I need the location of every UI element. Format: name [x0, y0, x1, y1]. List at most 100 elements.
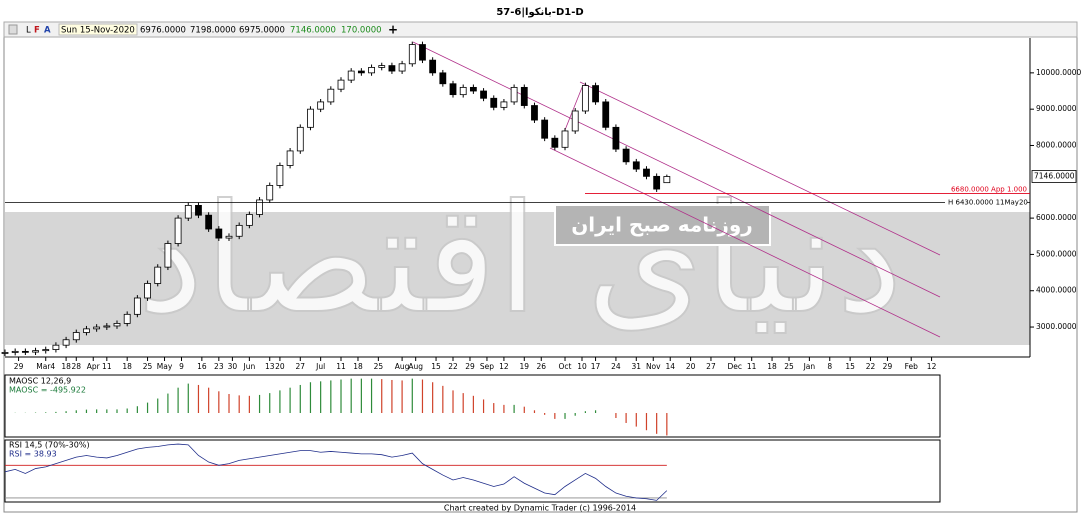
level-label: H 6430.0000 11May20 — [948, 198, 1028, 206]
x-tick-label: 11 — [102, 362, 112, 371]
x-tick-label: Oct — [559, 362, 572, 371]
y-tick-label: 5000.0000 — [1036, 249, 1077, 258]
footer: Chart created by Dynamic Trader (c) 1996… — [444, 504, 636, 513]
candle-body — [215, 228, 223, 239]
toolbar-button[interactable]: F — [34, 26, 40, 36]
candle-body — [205, 214, 213, 230]
candle-body — [184, 204, 192, 219]
x-tick-label: Mar4 — [36, 362, 55, 371]
toolbar — [3, 21, 1078, 38]
candle-body — [347, 70, 355, 81]
toolbar-field: 170.0000 — [341, 26, 382, 36]
x-tick-label: Sep — [480, 362, 494, 371]
x-tick-label: 27 — [296, 362, 306, 371]
candle-body — [592, 85, 599, 103]
channel-line — [579, 81, 941, 256]
x-tick-label: 11 — [747, 362, 757, 371]
x-tick-label: 26 — [536, 362, 546, 371]
x-tick-label: 25 — [784, 362, 794, 371]
candle-body — [62, 339, 70, 346]
toolbar-button[interactable]: A — [44, 26, 51, 36]
x-tick-label: Aug — [395, 362, 410, 371]
add-button[interactable]: + — [388, 23, 398, 37]
x-tick-label: 20 — [275, 362, 285, 371]
candle-body — [133, 297, 141, 315]
candle-body — [11, 350, 19, 353]
candle-body — [602, 101, 610, 128]
candle-body — [378, 65, 386, 68]
channel-line — [564, 84, 584, 131]
x-tick-label: 11 — [336, 362, 346, 371]
toolbar-date: Sun 15-Nov-2020 — [61, 26, 135, 36]
candle-body — [164, 243, 172, 268]
y-tick-label: 8000.0000 — [1036, 140, 1077, 149]
candle-body — [83, 328, 90, 333]
x-tick-label: Dec — [727, 362, 742, 371]
candle-body — [195, 204, 202, 216]
candle-body — [541, 119, 549, 139]
x-tick-label: 14 — [665, 362, 675, 371]
candle-body — [622, 148, 630, 163]
x-tick-label: 16 — [197, 362, 207, 371]
x-tick-label: 18 — [353, 362, 363, 371]
candle-body — [368, 67, 375, 74]
candle-body — [42, 349, 50, 352]
candle-body — [561, 130, 569, 148]
x-tick-label: Apr — [87, 362, 101, 371]
x-tick-label: Aug — [408, 362, 423, 371]
x-tick-label: 25 — [374, 362, 384, 371]
x-tick-label: 29 — [465, 362, 475, 371]
toolbar-button[interactable]: L — [26, 26, 31, 36]
channel-line — [412, 41, 941, 298]
candle-body — [307, 108, 314, 128]
indicator-title: MAOSC 12,26,9 — [9, 377, 71, 386]
x-tick-label: 30 — [228, 362, 238, 371]
x-tick-label: 28 — [72, 362, 82, 371]
x-tick-label: 27 — [706, 362, 716, 371]
y-tick-label: 3000.0000 — [1036, 322, 1077, 331]
window-title: 57-6|بانکوا-D1-D — [496, 7, 583, 18]
candle-body — [174, 217, 182, 244]
toolbar-icon[interactable] — [8, 24, 18, 35]
candle-body — [388, 65, 396, 72]
candle-body — [551, 137, 559, 148]
indicator-readout: MAOSC = -495.922 — [9, 386, 86, 395]
candle-body — [256, 199, 263, 215]
candle-body — [510, 86, 518, 103]
y-tick-label: 10000.0000 — [1036, 68, 1081, 77]
candle-body — [520, 86, 528, 106]
toolbar-field: 6975.0000 — [239, 26, 285, 36]
x-tick-label: 17 — [591, 362, 601, 371]
candle-body — [337, 79, 345, 90]
indicator-title: RSI 14,5 (70%-30%) — [9, 441, 90, 450]
x-tick-label: 18 — [61, 362, 71, 371]
candle-body — [653, 175, 661, 190]
y-tick-label: 6000.0000 — [1036, 213, 1077, 222]
y-tick-label: 9000.0000 — [1036, 104, 1077, 113]
toolbar-field: 7198.0000 — [190, 26, 236, 36]
last-price-label: 7146.0000 — [1034, 171, 1075, 180]
candle-body — [459, 86, 467, 96]
toolbar-field: 7146.0000 — [290, 26, 336, 36]
x-tick-label: 18 — [122, 362, 132, 371]
candle-body — [72, 332, 80, 341]
level-label-bg — [945, 197, 1027, 208]
x-tick-label: 8 — [827, 362, 832, 371]
x-tick-label: 12 — [499, 362, 509, 371]
candle-body — [480, 90, 487, 99]
candle-body — [571, 110, 579, 132]
candle-body — [439, 72, 447, 85]
x-tick-label: 20 — [686, 362, 696, 371]
x-tick-label: 31 — [632, 362, 642, 371]
candle-body — [357, 70, 365, 74]
candle-body — [32, 350, 39, 353]
candle-body — [154, 266, 162, 284]
channel-line — [549, 147, 941, 338]
candle-body — [296, 126, 304, 152]
candle-body — [469, 86, 477, 92]
watermark-subtitle: روزنامه صبح ایران — [571, 213, 753, 237]
watermark-box — [554, 204, 771, 246]
indicator-readout: RSI = 38.93 — [9, 450, 57, 459]
